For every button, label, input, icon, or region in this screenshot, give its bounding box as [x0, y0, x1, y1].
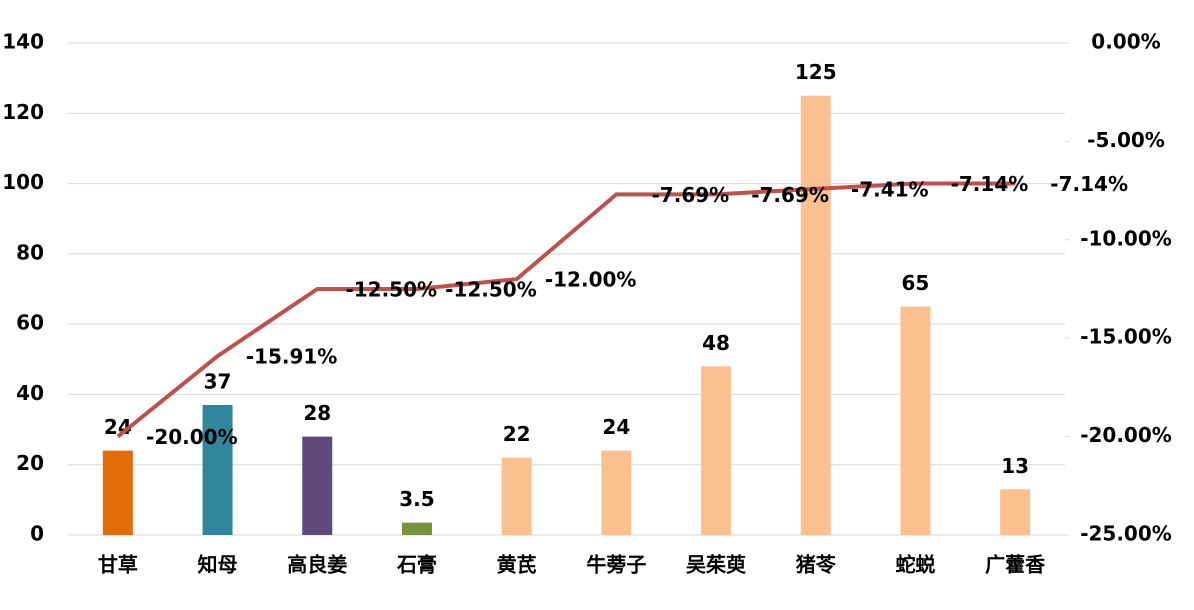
x-tick-label: 黄芪 [497, 553, 537, 577]
line-value-label: -7.69% [652, 183, 730, 207]
line-value-label: -15.91% [246, 345, 338, 369]
bar-value-label: 22 [503, 422, 531, 446]
line-value-label: -12.00% [545, 268, 637, 292]
x-tick-label: 高良姜 [287, 553, 347, 577]
y-tick-label: 20 [16, 451, 44, 475]
y-tick-label: 40 [16, 381, 44, 405]
bar-value-label: 125 [795, 60, 837, 84]
bar [601, 450, 632, 535]
bar [102, 450, 133, 535]
bar [202, 404, 233, 535]
bar-value-label: 65 [902, 271, 930, 295]
line-value-label: -7.41% [851, 177, 929, 201]
x-tick-label: 吴茱萸 [686, 553, 747, 577]
y2-tick-label: -15.00% [1080, 325, 1172, 349]
bar [701, 366, 732, 535]
line-value-label: -7.14% [951, 172, 1029, 196]
bar [302, 436, 333, 535]
bar [401, 522, 432, 535]
y2-tick-label: -10.00% [1080, 226, 1172, 250]
line-value-label: -12.50% [345, 278, 437, 302]
bar-value-label: 24 [602, 415, 630, 439]
bar-value-label: 48 [702, 331, 730, 355]
bar [800, 95, 831, 535]
y-tick-label: 0 [30, 522, 44, 546]
x-tick-label: 广藿香 [985, 553, 1046, 577]
line [116, 181, 1016, 439]
y-tick-label: 140 [2, 30, 44, 54]
bar-value-label: 37 [204, 369, 232, 393]
y2-tick-label: -5.00% [1087, 128, 1165, 152]
y2-tick-label: -20.00% [1080, 423, 1172, 447]
bar-value-label: 28 [303, 401, 331, 425]
y-tick-label: 60 [16, 311, 44, 335]
x-tick-label: 石膏 [396, 553, 437, 577]
y-tick-label: 100 [2, 170, 44, 194]
line-value-label: -7.69% [751, 183, 829, 207]
line-value-label: -20.00% [146, 425, 238, 449]
y2-tick-label: -25.00% [1080, 522, 1172, 546]
y2-tick-label: 0.00% [1091, 30, 1160, 54]
x-tick-label: 猪苓 [796, 553, 837, 577]
x-tick-label: 知母 [198, 553, 238, 577]
x-tick-label: 甘草 [98, 553, 138, 577]
line-value-label: -12.50% [445, 278, 537, 302]
x-tick-label: 蛇蜕 [895, 553, 935, 577]
x-tick-label: 牛蒡子 [586, 553, 646, 577]
bar-value-label: 3.5 [399, 487, 434, 511]
y-tick-label: 80 [16, 240, 44, 264]
line-value-label: -7.14% [1050, 172, 1128, 196]
y-tick-label: 120 [2, 100, 44, 124]
bar [501, 457, 532, 535]
bar [1000, 489, 1031, 535]
bar-value-label: 13 [1001, 454, 1029, 478]
bar [900, 306, 931, 535]
